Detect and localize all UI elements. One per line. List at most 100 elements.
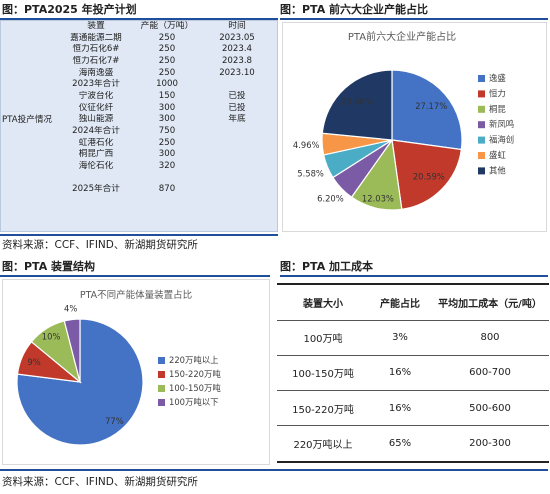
plan-title-rule <box>0 18 278 20</box>
cost-table-panel: 装置大小 产能占比 平均加工成本（元/吨） 100万吨 3% 800 100-150万吨 16… <box>277 282 549 464</box>
pie-data-label: 5.58% <box>297 169 324 179</box>
legend-label: 新凤鸣 <box>489 119 514 129</box>
cost-header-cell: 平均加工成本（元/吨） <box>431 282 549 321</box>
cost-header-row: 装置大小 产能占比 平均加工成本（元/吨） <box>277 282 549 321</box>
cost-header-cell: 装置大小 <box>277 282 369 321</box>
plan-cell-time: 年底 <box>228 114 246 125</box>
cost-cell: 220万吨以上 <box>277 425 369 464</box>
plan-row: PTA投产情况 嘉通能源二期 250 2023.05 <box>1 32 279 125</box>
plan-row: 海伦石化 320 <box>1 161 279 173</box>
top-pie-title-rule <box>280 18 548 20</box>
pie-data-label: 4% <box>64 304 77 314</box>
plan-cell-capacity: 250 <box>158 137 176 148</box>
plan-title: 图：PTA2025 年投产计划 <box>2 3 137 16</box>
pie-data-label: 9% <box>27 357 40 367</box>
plan-cell-name: 恒力石化7# <box>72 55 120 66</box>
pie-data-label: 10% <box>42 331 61 341</box>
plan-cell-time <box>195 79 279 91</box>
plan-cell-name: 嘉通能源二期 <box>70 32 122 43</box>
legend-swatch <box>478 167 485 175</box>
cost-row: 150-220万吨 16% 500-600 <box>277 390 549 427</box>
cost-cell: 16% <box>369 355 431 392</box>
legend-swatch <box>158 399 165 406</box>
structure-title-rule <box>0 275 270 277</box>
plan-cell-name: 桐昆广西 <box>78 149 114 160</box>
plan-row: 桐昆广西 300 <box>1 149 279 161</box>
cost-header-cell: 产能占比 <box>369 282 431 321</box>
plan-cell-name: 虹港石化 <box>78 137 114 148</box>
plan-total-row: 2024年合计 750 <box>1 126 279 138</box>
legend-label: 恒力 <box>489 88 506 98</box>
legend-label: 其他 <box>489 165 506 175</box>
structure-pie-frame <box>2 279 270 465</box>
legend-swatch <box>478 90 485 98</box>
plan-cell-time: 2023.8 <box>221 55 253 66</box>
plan-cell-name: 海南逸盛 <box>78 67 114 78</box>
legend-swatch <box>478 121 485 129</box>
legend-swatch <box>158 357 165 364</box>
plan-header-cell: 时间 <box>228 21 246 31</box>
top-pie-frame <box>282 22 547 232</box>
legend-label: 桐昆 <box>489 104 506 114</box>
pie-slice <box>63 318 81 383</box>
cost-cell: 800 <box>431 320 549 356</box>
plan-cell-name: 仪征化纤 <box>78 102 114 113</box>
structure-title: 图：PTA 装置结构 <box>2 260 96 273</box>
plan-cell-time: 2023.4 <box>221 44 253 55</box>
structure-pie-chart: PTA不同产能体量装置占比 77% 220万吨以上 9% 150-220万吨 10% 100… <box>16 289 221 446</box>
cost-table: 装置大小 产能占比 平均加工成本（元/吨） 100万吨 3% 800 100-150万吨 16… <box>277 282 549 464</box>
plan-cell-capacity: 870 <box>158 184 176 195</box>
plan-group-label: PTA投产情况 <box>1 114 53 125</box>
plan-cell-time <box>195 184 279 196</box>
cost-row: 100-150万吨 16% 600-700 <box>277 355 549 392</box>
pie-slice <box>321 69 393 141</box>
legend-swatch <box>478 105 485 113</box>
legend-label: 220万吨以上 <box>169 355 219 365</box>
chart-title: PTA不同产能体量装置占比 <box>80 289 192 301</box>
plan-cell-name: 2023年合计 <box>72 79 120 90</box>
cost-row: 220万吨以上 65% 200-300 <box>277 425 549 464</box>
plan-cell-time: 已投 <box>228 102 246 113</box>
plan-cell-time: 2023.05 <box>219 32 255 43</box>
legend-swatch <box>158 371 165 378</box>
plan-row: 独山能源 300 年底 <box>1 114 279 126</box>
plan-row: 仪征化纤 300 已投 <box>1 103 279 115</box>
plan-cell-name <box>53 173 139 185</box>
plan-cell-capacity: 250 <box>158 67 176 78</box>
top-pie-chart: PTA前六大企业产能占比 27.17% 逸盛 20.59% 恒力 12.03% 桐昆 6.20… <box>293 30 514 211</box>
plan-cell-name: 海伦石化 <box>78 160 114 171</box>
plan-cell-name: 独山能源 <box>78 114 114 125</box>
plan-header-cell: 产能（万吨） <box>140 21 194 31</box>
pie-data-label: 20.59% <box>413 172 445 182</box>
plan-cell-capacity <box>139 173 195 185</box>
plan-cell-capacity: 250 <box>158 55 176 66</box>
pie-data-label: 6.20% <box>317 194 344 204</box>
legend-label: 100万吨以下 <box>169 397 219 407</box>
pie-data-label: 12.03% <box>362 193 394 203</box>
legend-swatch <box>158 385 165 392</box>
plan-cell-capacity: 320 <box>158 160 176 171</box>
plan-cell-time <box>195 196 279 208</box>
legend-swatch <box>478 152 485 159</box>
plan-cell-capacity: 300 <box>158 149 176 160</box>
plan-cell-name: 宁波台化 <box>78 90 114 101</box>
top-pie-title: 图：PTA 前六大企业产能占比 <box>280 3 429 16</box>
chart-title: PTA前六大企业产能占比 <box>348 30 456 43</box>
plan-table: 装置 产能（万吨） 时间 PTA投产情况 嘉通能源二期 250 2023.05 恒力石化6# 2… <box>1 21 279 207</box>
plan-row: 恒力石化7# 250 2023.8 <box>1 56 279 68</box>
plan-cell-capacity: 300 <box>158 102 176 113</box>
legend-swatch <box>478 75 485 82</box>
cost-title: 图：PTA 加工成本 <box>280 260 374 273</box>
plan-cell-time <box>195 126 279 138</box>
pie-slice <box>391 139 463 210</box>
plan-row: 恒力石化6# 250 2023.4 <box>1 44 279 56</box>
structure-source: 资料来源：CCF、IFIND、新湖期货研究所 <box>2 476 198 488</box>
plan-header-cell: 装置 <box>87 21 105 31</box>
plan-cell-capacity <box>139 196 195 208</box>
plan-cell-name: 2025年合计 <box>72 184 120 195</box>
cost-cell: 150-220万吨 <box>277 390 369 427</box>
cost-cell: 100万吨 <box>277 320 369 356</box>
plan-table-panel: 装置 产能（万吨） 时间 PTA投产情况 嘉通能源二期 250 2023.05 恒力石化6# 2… <box>0 20 278 232</box>
cost-row: 100万吨 3% 800 <box>277 320 549 356</box>
plan-cell-capacity: 300 <box>158 114 176 125</box>
